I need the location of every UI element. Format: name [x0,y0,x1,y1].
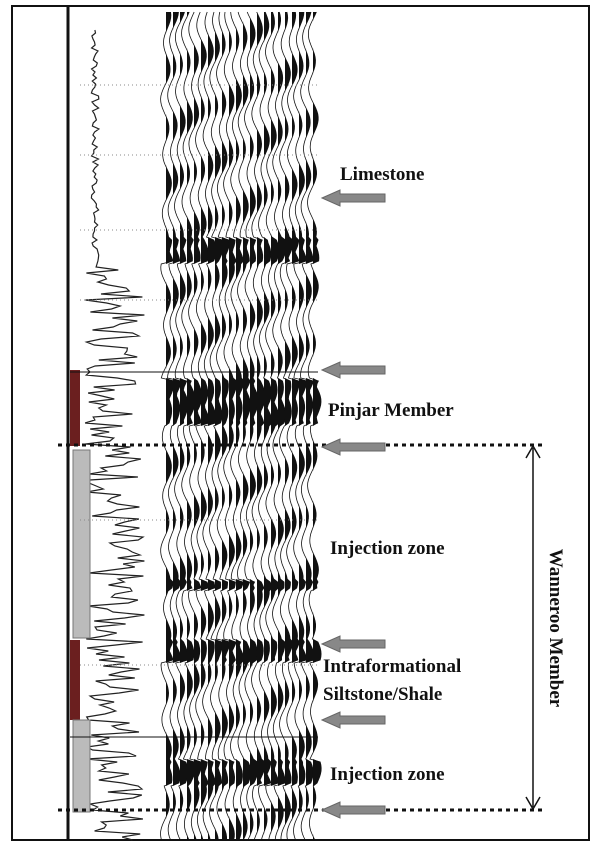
figure: Limestone Pinjar Member Injection zone I… [0,0,593,845]
trace [168,12,182,840]
page: Limestone Pinjar Member Injection zone I… [0,0,593,850]
unit-bar [70,370,80,446]
trace-fill [187,12,195,840]
arrow [322,802,385,818]
arrow [322,439,385,455]
label: Limestone [340,164,424,185]
log-curve [85,30,144,840]
unit-bar [70,640,80,720]
trace [287,12,300,840]
label: Intraformational [323,656,461,677]
trace-fill [229,12,237,840]
label: Siltstone/Shale [323,684,442,705]
well-log [85,30,144,840]
trace [210,12,224,840]
trace-fill [313,12,321,840]
seismic-panel [161,12,322,840]
trace-fill [285,12,293,840]
arrow [322,712,385,728]
trace-fill [292,12,300,840]
trace [308,12,322,840]
trace [189,12,203,840]
trace [182,12,196,840]
unit-bar [73,450,90,638]
arrow [322,636,385,652]
label: Injection zone [330,538,445,559]
trace-fill [264,12,272,840]
arrow [322,190,385,206]
label: Injection zone [330,764,445,785]
label: Pinjar Member [328,400,454,421]
bracket-label: Wanneroo Member [545,549,566,708]
unit-bar [73,720,90,812]
arrows [322,190,385,818]
arrow [322,362,385,378]
trace [294,12,308,840]
